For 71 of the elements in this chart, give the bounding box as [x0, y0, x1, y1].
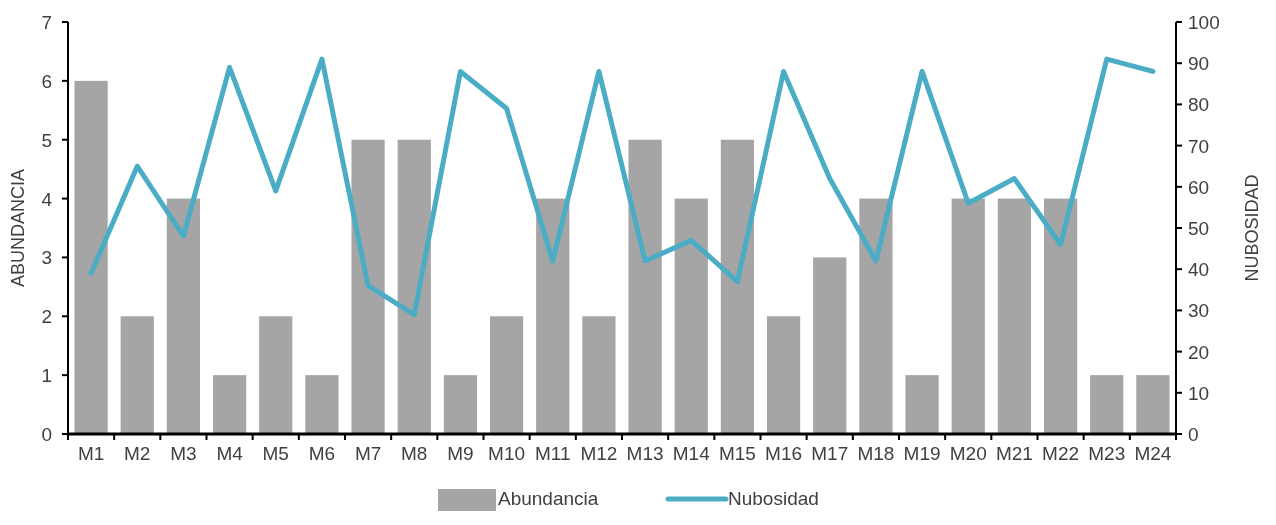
- x-tick-label: M17: [811, 443, 849, 464]
- y-tick-label: 5: [41, 129, 52, 151]
- bar: [489, 316, 524, 434]
- y-tick-label: 4: [41, 188, 53, 210]
- y2-tick-label: 90: [1188, 53, 1210, 75]
- x-tick-label: M15: [718, 443, 756, 464]
- bar: [813, 257, 847, 434]
- y2-tick-label: 10: [1188, 382, 1210, 404]
- bar: [766, 316, 801, 434]
- x-tick-label: M8: [401, 443, 428, 464]
- x-tick-label: M19: [903, 443, 941, 464]
- x-tick-label: M10: [488, 443, 526, 464]
- x-tick-label: M20: [949, 443, 987, 464]
- y2-tick-label: 80: [1188, 94, 1210, 116]
- bar: [1043, 198, 1078, 434]
- bar: [859, 198, 893, 434]
- x-tick-label: M13: [626, 443, 664, 464]
- x-tick-label: M23: [1088, 443, 1126, 464]
- bar: [628, 139, 662, 434]
- y2-tick-label: 50: [1188, 218, 1210, 239]
- bar: [166, 198, 201, 434]
- bar: [212, 375, 247, 434]
- y-tick-label: 2: [41, 306, 52, 328]
- bar: [1090, 375, 1124, 434]
- bar: [443, 375, 478, 434]
- bar: [582, 316, 616, 434]
- bar: [351, 139, 385, 434]
- x-tick-label: M1: [77, 443, 105, 464]
- x-tick-label: M18: [857, 443, 895, 464]
- x-tick-label: M22: [1042, 443, 1080, 464]
- x-tick-label: M11: [534, 443, 571, 464]
- bar: [997, 198, 1032, 434]
- legend-label: Abundancia: [498, 488, 599, 509]
- legend-label: Nubosidad: [728, 488, 819, 509]
- bar: [1136, 375, 1170, 434]
- y2-tick-label: 40: [1188, 259, 1210, 281]
- x-tick-label: M3: [170, 443, 197, 464]
- x-tick-label: M6: [308, 443, 336, 464]
- y2-tick-label: 100: [1188, 12, 1220, 33]
- bar: [720, 139, 755, 434]
- y-tick-label: 1: [41, 365, 52, 387]
- x-tick-label: M14: [672, 443, 711, 464]
- y2-tick-label: 60: [1188, 176, 1210, 198]
- x-tick-label: M4: [216, 443, 244, 464]
- x-tick-label: M2: [124, 443, 151, 464]
- x-tick-label: M9: [447, 443, 474, 464]
- y2-tick-label: 30: [1188, 300, 1210, 322]
- bar: [305, 375, 339, 434]
- y2-tick-label: 0: [1188, 424, 1199, 445]
- bar: [74, 80, 108, 434]
- bar: [951, 198, 985, 434]
- bar: [905, 375, 939, 434]
- x-tick-label: M12: [580, 443, 618, 464]
- y-tick-label: 6: [41, 70, 52, 92]
- x-tick-label: M7: [354, 443, 382, 464]
- x-tick-label: M5: [262, 443, 289, 464]
- y-axis-title: ABUNDANCIA: [8, 168, 28, 288]
- bar: [397, 139, 431, 434]
- bar: [674, 198, 708, 434]
- x-tick-label: M16: [765, 443, 803, 464]
- x-tick-label: M21: [995, 443, 1033, 464]
- y2-tick-label: 70: [1188, 135, 1210, 157]
- bar: [536, 198, 570, 434]
- x-tick-label: M24: [1134, 443, 1172, 464]
- bar: [120, 316, 154, 434]
- y-tick-label: 0: [41, 424, 52, 445]
- y2-tick-label: 20: [1188, 341, 1210, 363]
- bar: [259, 316, 293, 434]
- y2-axis-title: NUBOSIDAD: [1242, 174, 1262, 282]
- y-tick-label: 7: [41, 12, 52, 33]
- y-tick-label: 3: [41, 247, 52, 269]
